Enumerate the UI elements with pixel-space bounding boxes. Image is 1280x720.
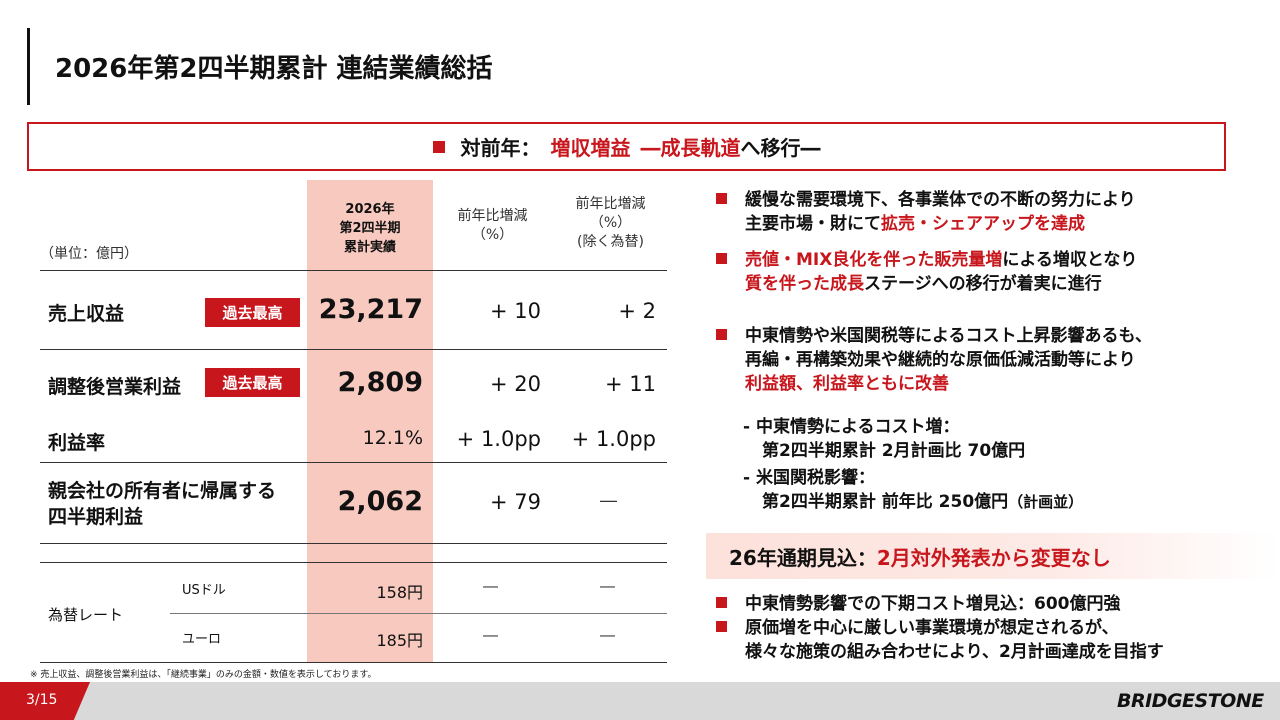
- table-divider: [40, 543, 667, 544]
- outlook-emphasis: 2月対外発表から変更なし: [876, 546, 1111, 570]
- margin-yoy: + 1.0pp: [456, 427, 541, 451]
- current-period-column-highlight: [307, 180, 433, 663]
- table-divider: [40, 562, 667, 563]
- page-title: 2026年第2四半期累計 連結業績総括: [55, 54, 493, 84]
- bullet-revenue-growth: 売値・MIX良化を伴った販売量増による増収となり 質を伴った成長ステージへの移行…: [716, 248, 1137, 296]
- summary-prefix: 対前年：: [460, 136, 541, 160]
- col-header-yoy-ex-fx: 前年比増減 （%） (除く為替): [558, 195, 663, 252]
- summary-text: 対前年： 増収増益 ―成長軌道 へ移行―: [29, 124, 1224, 169]
- bullet-emphasis: 利益額、利益率ともに改善: [745, 374, 949, 394]
- fx-usd-value: 158円: [376, 583, 423, 602]
- bullet-market-share: 緩慢な需要環境下、各事業体での不断の努力により 主要市場・財にて拡売・シェアアッ…: [716, 188, 1136, 236]
- record-high-badge: 過去最高: [205, 368, 300, 397]
- col-header-yoy-ex-line2: （%）: [589, 215, 632, 231]
- revenue-yoy: + 10: [490, 299, 541, 323]
- footer-bar: [0, 682, 1280, 720]
- bullet-text: 主要市場・財にて: [745, 214, 881, 234]
- col-header-yoy-ex-line1: 前年比増減: [575, 196, 646, 212]
- outlook-prefix: 26年通期見込：: [729, 546, 877, 570]
- table-divider: [40, 270, 667, 271]
- bullet-text: 原価増を中心に厳しい事業環境が想定されるが、: [745, 618, 1119, 638]
- full-year-outlook: 26年通期見込：2月対外発表から変更なし: [729, 542, 1111, 571]
- table-divider: [40, 349, 667, 350]
- col-header-yoy-line1: 前年比増減: [457, 208, 528, 224]
- fx-eur-yoy-ex-fx: ―: [600, 626, 615, 644]
- sub-bullet-text: - 米国関税影響：: [743, 468, 875, 488]
- bullet-emphasis: 質を伴った成長: [745, 274, 864, 294]
- sub-bullet-note: （計画並）: [1008, 493, 1084, 511]
- sub-bullet-us-tariff: - 米国関税影響： 第2四半期累計 前年比 250億円（計画並）: [743, 466, 1083, 514]
- square-bullet-icon: [716, 329, 727, 340]
- table-divider: [40, 462, 667, 463]
- page-number: 3/15: [26, 692, 58, 708]
- square-bullet-icon: [716, 597, 727, 608]
- col-header-yoy-ex-line3: (除く為替): [577, 234, 644, 250]
- fx-rate-label: 為替レート: [48, 606, 124, 624]
- outlook-bullets: 中東情勢影響での下期コスト増見込：600億円強 原価増を中心に厳しい事業環境が想…: [716, 592, 1164, 664]
- summary-suffix: へ移行―: [740, 136, 821, 160]
- square-bullet-icon: [716, 621, 727, 632]
- net-profit-value: 2,062: [337, 486, 423, 517]
- sub-bullet-text: 第2四半期累計 前年比 250億円: [762, 492, 1009, 512]
- bullet-text: 中東情勢や米国関税等によるコスト上昇影響あるも、: [745, 326, 1152, 346]
- row-label-net-profit-line2: 四半期利益: [48, 506, 144, 528]
- revenue-yoy-ex-fx: + 2: [618, 299, 656, 323]
- bullet-emphasis: 拡売・シェアアップを達成: [881, 214, 1085, 234]
- sub-bullet-text: - 中東情勢によるコスト増：: [743, 417, 960, 437]
- title-accent-bar: [27, 28, 30, 105]
- row-label-revenue: 売上収益: [48, 303, 125, 325]
- revenue-value: 23,217: [318, 294, 423, 325]
- row-label-net-profit-line1: 親会社の所有者に帰属する: [48, 480, 277, 502]
- bullet-text: 中東情勢影響での下期コスト増見込：600億円強: [745, 594, 1121, 614]
- unit-label: （単位：億円）: [40, 246, 138, 262]
- square-bullet-icon: [432, 140, 445, 153]
- col-header-results-line1: 2026年: [345, 202, 395, 217]
- fx-usd-yoy: ―: [483, 577, 498, 595]
- bridgestone-logo: BRIDGESTONE: [1117, 690, 1264, 712]
- row-label-net-profit: 親会社の所有者に帰属する 四半期利益: [48, 478, 276, 530]
- square-bullet-icon: [716, 193, 727, 204]
- col-header-yoy: 前年比増減 （%）: [440, 207, 545, 245]
- net-profit-yoy-ex-fx: ―: [600, 491, 617, 511]
- operating-profit-yoy-ex-fx: + 11: [605, 372, 656, 396]
- fx-usd-label: USドル: [182, 583, 226, 598]
- bullet-text: ステージへの移行が着実に進行: [864, 274, 1102, 294]
- col-header-results-line3: 累計実績: [343, 240, 396, 255]
- square-bullet-icon: [716, 253, 727, 264]
- margin-value: 12.1%: [362, 427, 423, 449]
- page-number-tab: [0, 682, 90, 720]
- fx-eur-label: ユーロ: [182, 632, 222, 647]
- bullet-profit-improvement: 中東情勢や米国関税等によるコスト上昇影響あるも、 再編・再構築効果や継続的な原価…: [716, 324, 1152, 396]
- col-header-results-line2: 第2四半期: [339, 221, 401, 236]
- margin-yoy-ex-fx: + 1.0pp: [571, 427, 656, 451]
- table-divider: [40, 662, 667, 663]
- sub-bullet-text: 第2四半期累計 2月計画比 70億円: [762, 441, 1026, 461]
- summary-highlight: 増収増益: [550, 136, 631, 160]
- bullet-text: 様々な施策の組み合わせにより、2月計画達成を目指す: [745, 642, 1164, 662]
- row-label-adjusted-operating-profit: 調整後営業利益: [48, 376, 182, 398]
- outlook-band: [706, 533, 1280, 579]
- bullet-text: 緩慢な需要環境下、各事業体での不断の努力により: [745, 190, 1136, 210]
- summary-banner: 対前年： 増収増益 ―成長軌道 へ移行―: [27, 122, 1226, 171]
- operating-profit-value: 2,809: [337, 367, 423, 398]
- operating-profit-yoy: + 20: [490, 372, 541, 396]
- bullet-text: 再編・再構築効果や継続的な原価低減活動等により: [745, 350, 1136, 370]
- net-profit-yoy: + 79: [490, 490, 541, 514]
- record-high-badge: 過去最高: [205, 298, 300, 327]
- fx-usd-yoy-ex-fx: ―: [600, 577, 615, 595]
- fx-eur-yoy: ―: [483, 626, 498, 644]
- col-header-yoy-line2: （%）: [471, 227, 514, 243]
- sub-bullet-middle-east: - 中東情勢によるコスト増： 第2四半期累計 2月計画比 70億円: [743, 415, 1025, 463]
- summary-growth: ―成長軌道: [640, 136, 741, 160]
- col-header-results: 2026年 第2四半期 累計実績: [307, 200, 433, 257]
- row-label-margin: 利益率: [48, 432, 106, 454]
- footnote: ※ 売上収益、調整後営業利益は、「継続事業」のみの金額・数値を表示しております。: [30, 670, 377, 680]
- bullet-emphasis: 売値・MIX良化を伴った販売量増: [745, 250, 1003, 270]
- table-divider: [170, 613, 667, 614]
- bullet-text: による増収となり: [1002, 250, 1138, 270]
- fx-eur-value: 185円: [376, 631, 423, 650]
